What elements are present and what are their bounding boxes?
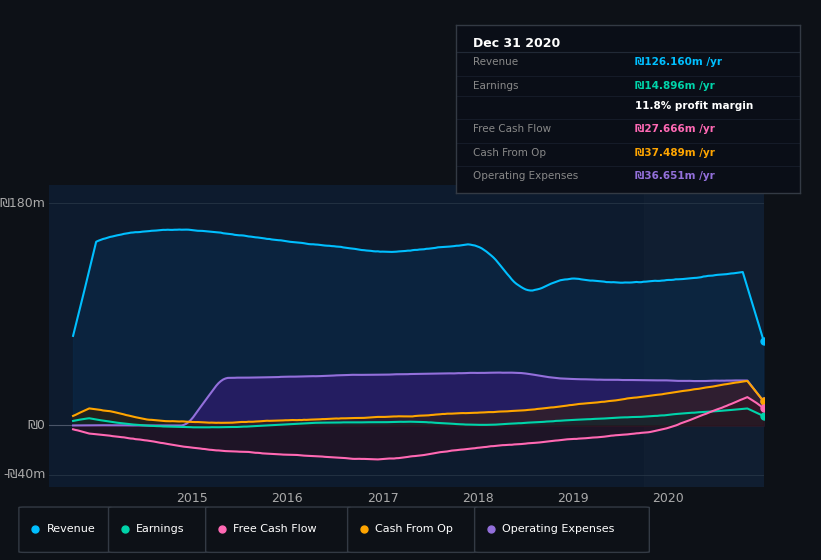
Text: Earnings: Earnings bbox=[136, 524, 185, 534]
Text: ₪27.666m /yr: ₪27.666m /yr bbox=[635, 124, 715, 134]
Text: Free Cash Flow: Free Cash Flow bbox=[233, 524, 317, 534]
FancyBboxPatch shape bbox=[205, 507, 351, 552]
Text: Cash From Op: Cash From Op bbox=[473, 148, 546, 158]
FancyBboxPatch shape bbox=[19, 507, 112, 552]
Text: ₪36.651m /yr: ₪36.651m /yr bbox=[635, 171, 715, 181]
FancyBboxPatch shape bbox=[347, 507, 478, 552]
Text: Cash From Op: Cash From Op bbox=[375, 524, 453, 534]
Text: ₪0: ₪0 bbox=[28, 419, 46, 432]
Text: Revenue: Revenue bbox=[473, 57, 518, 67]
Text: Dec 31 2020: Dec 31 2020 bbox=[473, 37, 560, 50]
Text: ₪126.160m /yr: ₪126.160m /yr bbox=[635, 57, 722, 67]
Text: Revenue: Revenue bbox=[47, 524, 95, 534]
Text: Free Cash Flow: Free Cash Flow bbox=[473, 124, 551, 134]
FancyBboxPatch shape bbox=[475, 507, 649, 552]
Text: 11.8% profit margin: 11.8% profit margin bbox=[635, 101, 753, 111]
Text: ₪37.489m /yr: ₪37.489m /yr bbox=[635, 148, 715, 158]
Text: Operating Expenses: Operating Expenses bbox=[473, 171, 578, 181]
Text: -₪40m: -₪40m bbox=[3, 468, 46, 482]
Text: ₪180m: ₪180m bbox=[0, 197, 46, 210]
Text: Operating Expenses: Operating Expenses bbox=[502, 524, 615, 534]
FancyBboxPatch shape bbox=[108, 507, 209, 552]
Text: Earnings: Earnings bbox=[473, 81, 518, 91]
Text: ₪14.896m /yr: ₪14.896m /yr bbox=[635, 81, 715, 91]
Bar bbox=[644, 185, 764, 487]
